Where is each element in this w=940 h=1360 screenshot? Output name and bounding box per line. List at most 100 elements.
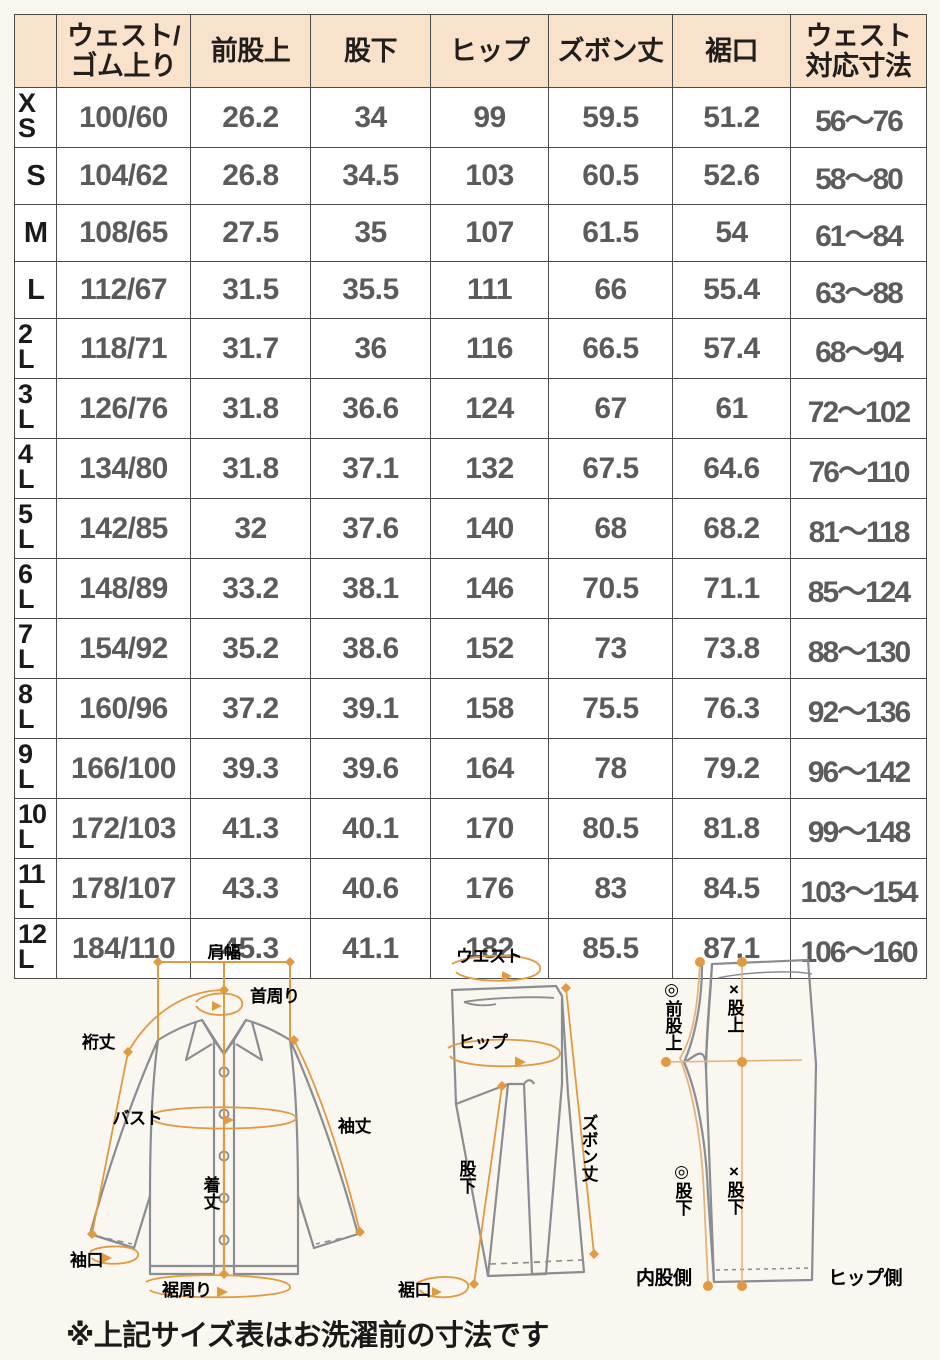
table-cell: 118/71 [56, 318, 191, 379]
size-label-part: L [18, 943, 35, 974]
table-cell: 111 [430, 261, 549, 319]
label-inner-side: 内股側 [636, 1266, 692, 1289]
header-line-2: 対応寸法 [805, 51, 913, 81]
size-label-part: 6 [18, 559, 33, 589]
table-cell: 51.2 [672, 87, 791, 148]
table-cell: 32 [190, 498, 311, 559]
table-row: S 104/62 26.8 34.5 103 60.5 52.6 58〜80 [14, 147, 927, 205]
hem-dashes [489, 1259, 583, 1265]
table-cell: 35 [310, 204, 431, 262]
table-cell: 41.3 [190, 798, 311, 859]
table-cell: 166/100 [56, 738, 191, 799]
table-cell: 85.5 [548, 918, 673, 979]
size-label-part: L [18, 823, 35, 854]
table-cell: 33.2 [190, 558, 311, 619]
table-cell: 61 [672, 378, 791, 439]
table-cell: 154/92 [56, 618, 191, 679]
table-cell: 73 [548, 618, 673, 679]
size-label-part: 5 [18, 499, 33, 529]
table-row: 2 L 118/71 31.7 36 116 66.5 57.4 68〜94 [14, 318, 927, 379]
label-inseam: 股下 [457, 1160, 477, 1195]
label-waist: ウエスト [456, 947, 522, 966]
table-cell: 170 [430, 798, 549, 859]
label-body-length: 着丈 [201, 1175, 222, 1211]
size-table: ウェスト/ ゴム上り 前股上 股下 ヒップ ズボン丈 裾口 [14, 14, 927, 979]
label-sleeve-length: 袖丈 [338, 1116, 371, 1136]
table-cell: 34.5 [310, 147, 431, 205]
table-cell: 64.6 [672, 438, 791, 499]
table-row: 6 L 148/89 33.2 38.1 146 70.5 71.1 85〜124 [14, 558, 927, 619]
table-cell: 26.2 [190, 87, 311, 148]
table-cell: 132 [430, 438, 549, 499]
size-label-part: 3 [18, 379, 33, 409]
rise-illustration: ◎前股上 ×股上 ◎股下 ×股下 内股側 ヒップ側 [636, 957, 903, 1291]
table-cell: 164 [430, 738, 549, 799]
table-cell: 88〜130 [790, 618, 927, 679]
table-cell: 31.8 [190, 438, 311, 499]
measure-lines-straight [663, 962, 803, 1284]
header-cell-pants-length: ズボン丈 [548, 14, 673, 88]
waistband-detail [463, 996, 555, 1007]
header-cell-inseam: 股下 [310, 14, 431, 88]
table-cell: 146 [430, 558, 549, 619]
table-row: L 112/67 31.5 35.5 111 66 55.4 63〜88 [14, 261, 927, 319]
table-cell: 59.5 [548, 87, 673, 148]
label-bust: バスト [113, 1109, 163, 1128]
label-inseam-ok: ◎股下 [673, 1162, 693, 1217]
table-cell: 182 [430, 918, 549, 979]
table-cell: 36.6 [310, 378, 431, 439]
size-label-cell: L [14, 261, 57, 319]
size-label-part: L [18, 703, 35, 734]
header-line-1: ズボン丈 [557, 35, 665, 66]
table-cell: 43.3 [190, 858, 311, 919]
measure-markers [661, 957, 747, 1291]
header-line-1: ヒップ [449, 35, 530, 66]
header-line-1: 前股上 [210, 35, 291, 66]
table-body: X S 100/60 26.2 34 99 59.5 51.2 56〜76 S 104/62 26.8… [14, 87, 927, 979]
table-cell: 96〜142 [790, 738, 927, 799]
table-cell: 76〜110 [790, 438, 927, 499]
table-cell: 176 [430, 858, 549, 919]
table-row: 9 L 166/100 39.3 39.6 164 78 79.2 96〜142 [14, 738, 927, 799]
size-label-cell: 10 L [14, 798, 57, 859]
header-line-1: 裾口 [705, 35, 759, 66]
size-label-part: L [18, 583, 35, 614]
table-cell: 83 [548, 858, 673, 919]
measurement-diagrams: 肩幅 首周り 裄丈 バスト 袖丈 着丈 袖口 裾周り [0, 944, 940, 1304]
size-label-part: 7 [18, 619, 33, 649]
table-cell: 40.1 [310, 798, 431, 859]
size-label-cell: M [14, 204, 57, 262]
table-header: ウェスト/ ゴム上り 前股上 股下 ヒップ ズボン丈 裾口 [14, 14, 927, 88]
table-cell: 76.3 [672, 678, 791, 739]
table-cell: 63〜88 [790, 261, 927, 319]
size-label-part: 4 [18, 439, 33, 469]
size-label-part: L [18, 463, 35, 494]
table-row: 4 L 134/80 31.8 37.1 132 67.5 64.6 76〜110 [14, 438, 927, 499]
hem-dash [715, 1267, 813, 1271]
table-cell: 178/107 [56, 858, 191, 919]
table-cell: 85〜124 [790, 558, 927, 619]
label-hem: 裾口 [398, 1280, 431, 1300]
header-line-1: ウェスト [805, 20, 913, 51]
table-cell: 68.2 [672, 498, 791, 559]
size-label-part: 12 [18, 919, 47, 949]
table-row: 11 L 178/107 43.3 40.6 176 83 84.5 103〜154 [14, 858, 927, 919]
measure-markers [469, 983, 599, 1289]
size-label-part: X [18, 88, 36, 118]
pants-illustration: ウエスト ヒップ ズボン丈 股下 裾口 [398, 947, 599, 1300]
size-label-part: S [26, 159, 45, 192]
label-pants-length: ズボン丈 [579, 1113, 599, 1183]
pants-diagram: ウエスト ヒップ ズボン丈 股下 裾口 [396, 944, 642, 1304]
table-cell: 87.1 [672, 918, 791, 979]
header-cell-waist-fit: ウェスト 対応寸法 [790, 14, 927, 88]
leg-outline [682, 958, 818, 1284]
table-cell: 148/89 [56, 558, 191, 619]
table-cell: 31.5 [190, 261, 311, 319]
table-cell: 36 [310, 318, 431, 379]
size-label-part: 8 [18, 679, 33, 709]
label-inseam-ng: ×股下 [725, 1162, 745, 1216]
